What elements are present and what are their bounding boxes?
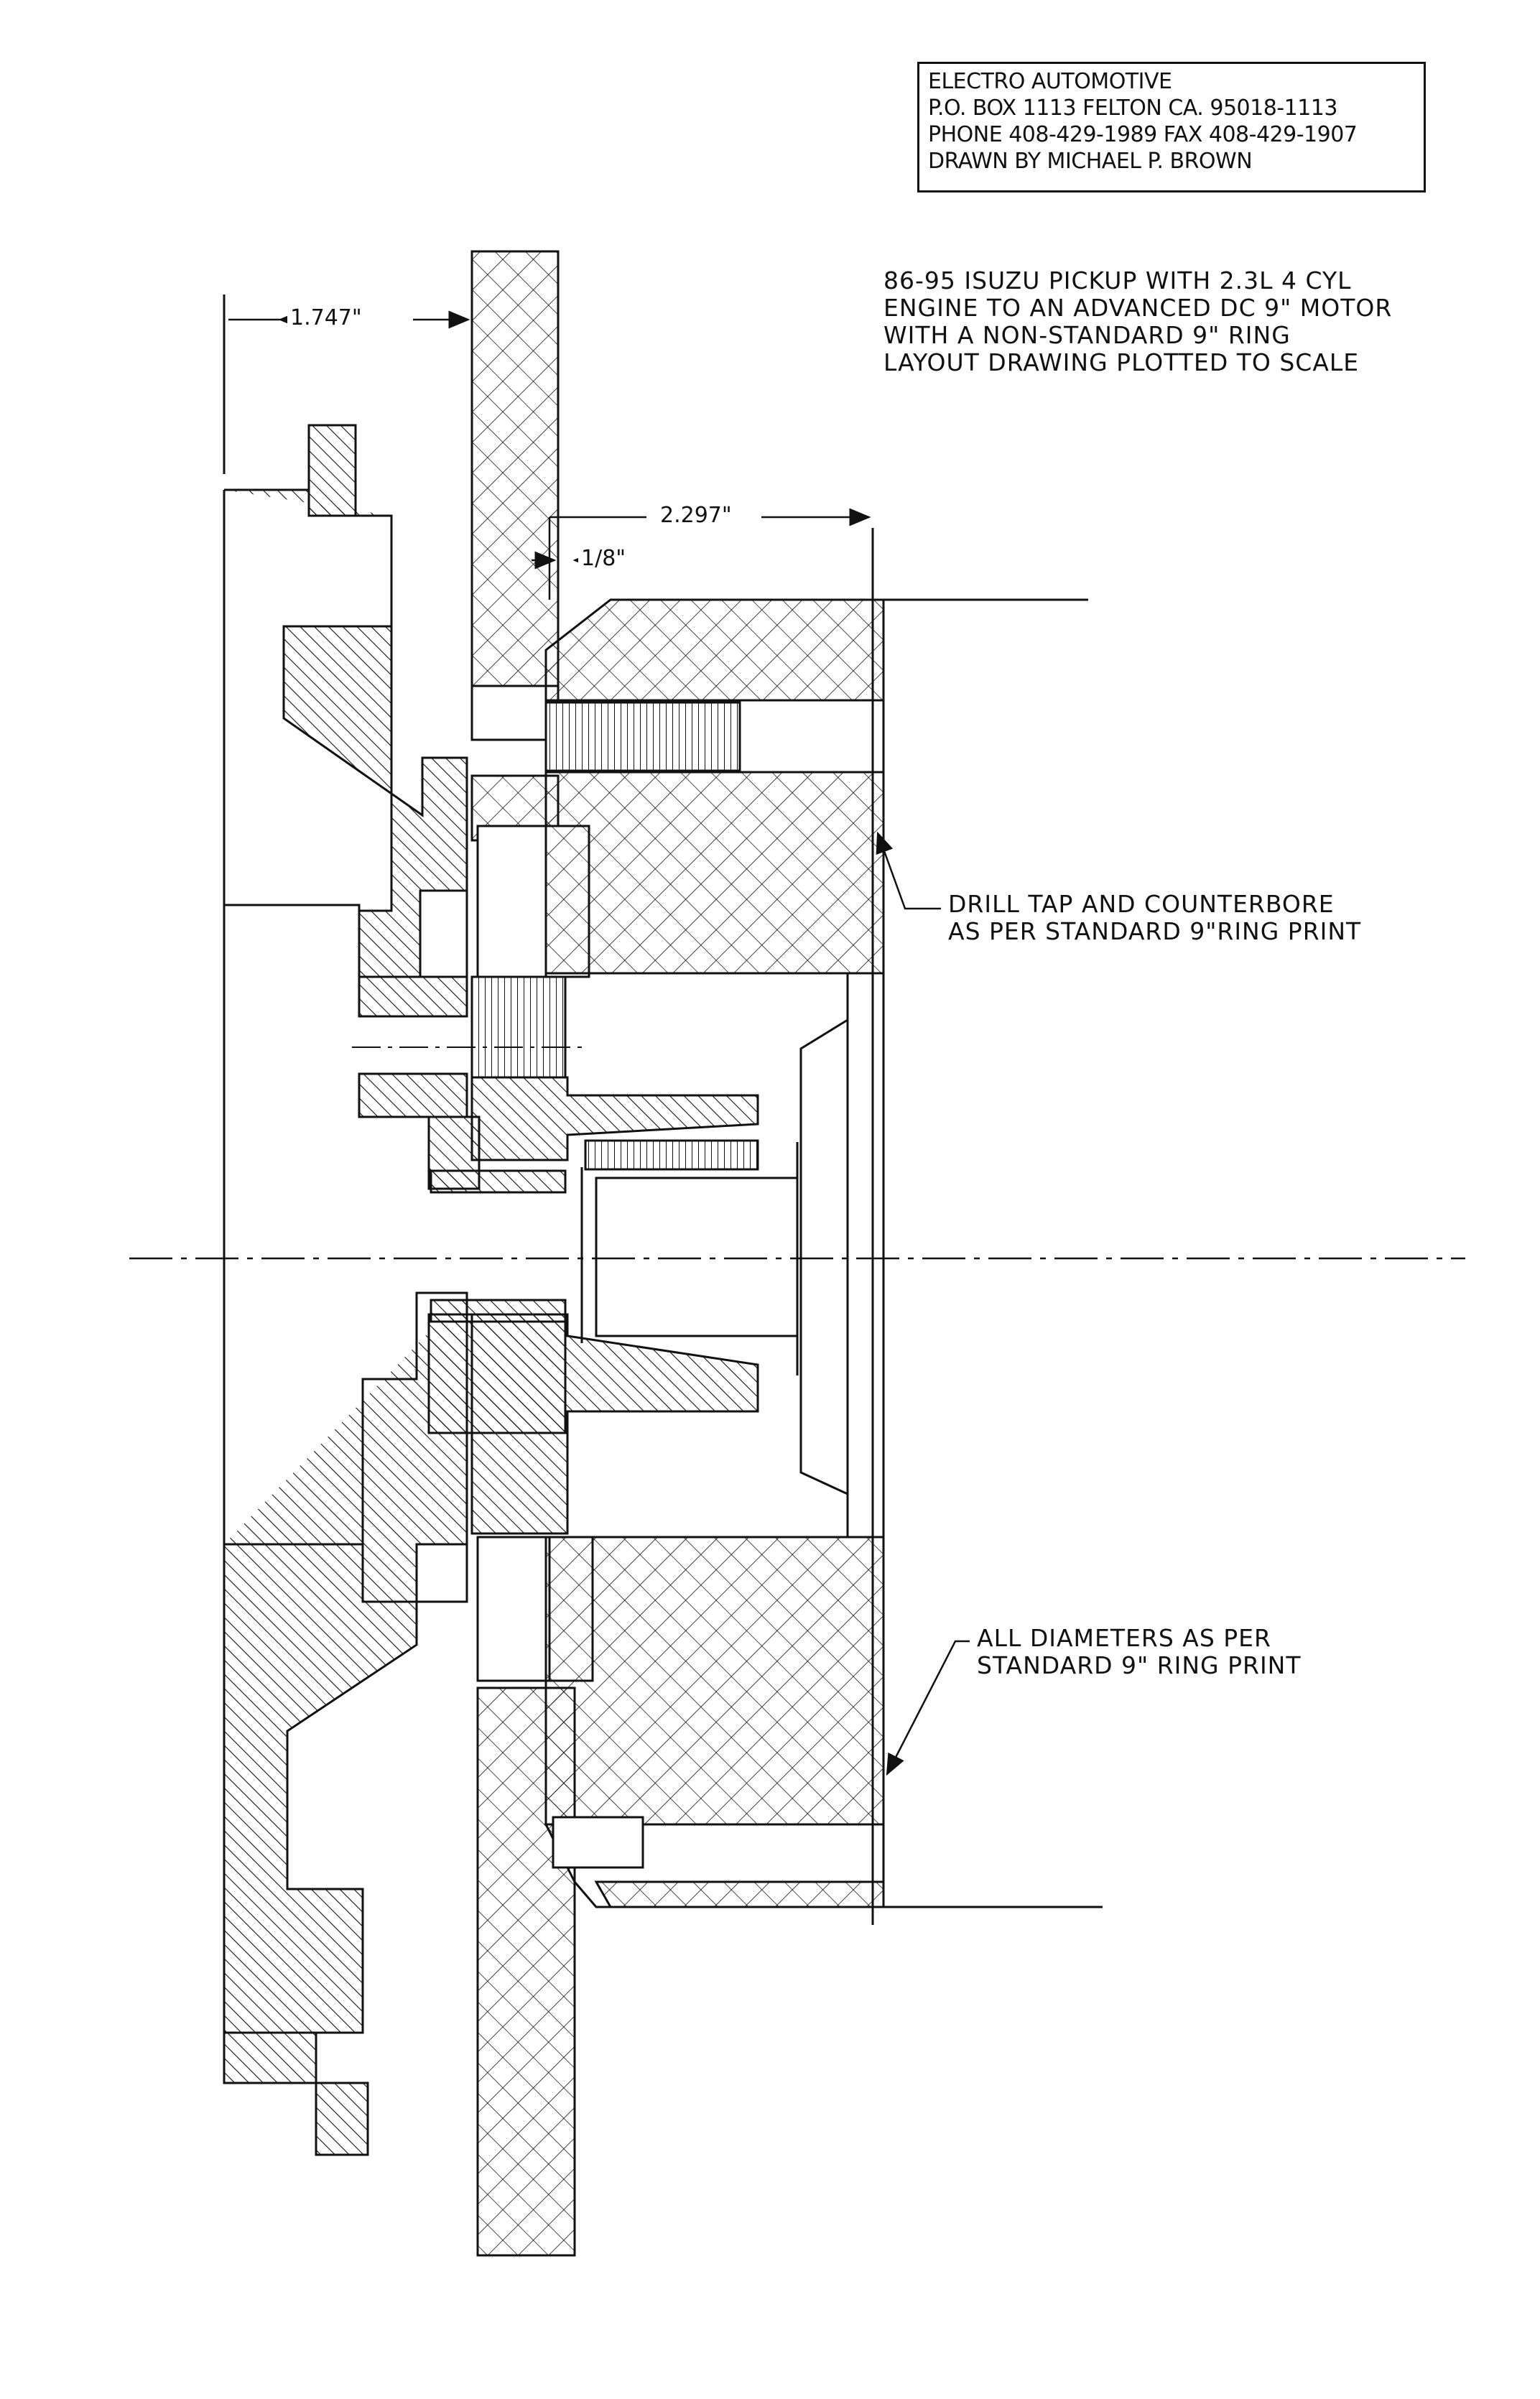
- title-block: ELECTRO AUTOMOTIVE P.O. BOX 1113 FELTON …: [917, 62, 1426, 192]
- diameters-note-line: ALL DIAMETERS AS PER: [977, 1624, 1271, 1652]
- description-line: LAYOUT DRAWING PLOTTED TO SCALE: [883, 348, 1360, 376]
- dimension-1747: 1.747": [287, 305, 365, 330]
- drill-note: DRILL TAP AND COUNTERBORE AS PER STANDAR…: [948, 891, 1361, 945]
- motor-face-outline: [799, 528, 885, 1925]
- drill-note-line: DRILL TAP AND COUNTERBORE: [948, 890, 1335, 918]
- diameters-note-line: STANDARD 9" RING PRINT: [977, 1651, 1302, 1679]
- company-phone: PHONE 408-429-1989 FAX 408-429-1907: [928, 122, 1358, 147]
- description-line: ENGINE TO AN ADVANCED DC 9" MOTOR: [883, 294, 1393, 322]
- dimension-1-8: 1/8": [578, 546, 629, 571]
- drill-note-line: AS PER STANDARD 9"RING PRINT: [948, 917, 1362, 945]
- adapter-plate-section: [470, 250, 594, 2257]
- flywheel-section: [223, 424, 468, 2156]
- leader-drill: [876, 831, 941, 910]
- company-address: P.O. BOX 1113 FELTON CA. 95018-1113: [928, 96, 1337, 121]
- hub-section: [427, 975, 759, 1535]
- leader-diameters: [886, 1640, 970, 1776]
- motor-shaft: [580, 1142, 799, 1375]
- dimension-2297: 2.297": [657, 503, 735, 528]
- drawn-by: DRAWN BY MICHAEL P. BROWN: [928, 149, 1253, 174]
- description-line: WITH A NON-STANDARD 9" RING: [883, 321, 1291, 349]
- drawing-description: 86-95 ISUZU PICKUP WITH 2.3L 4 CYL ENGIN…: [883, 267, 1392, 376]
- diameters-note: ALL DIAMETERS AS PER STANDARD 9" RING PR…: [977, 1625, 1302, 1679]
- company-name: ELECTRO AUTOMOTIVE: [928, 69, 1172, 94]
- description-line: 86-95 ISUZU PICKUP WITH 2.3L 4 CYL: [883, 266, 1352, 294]
